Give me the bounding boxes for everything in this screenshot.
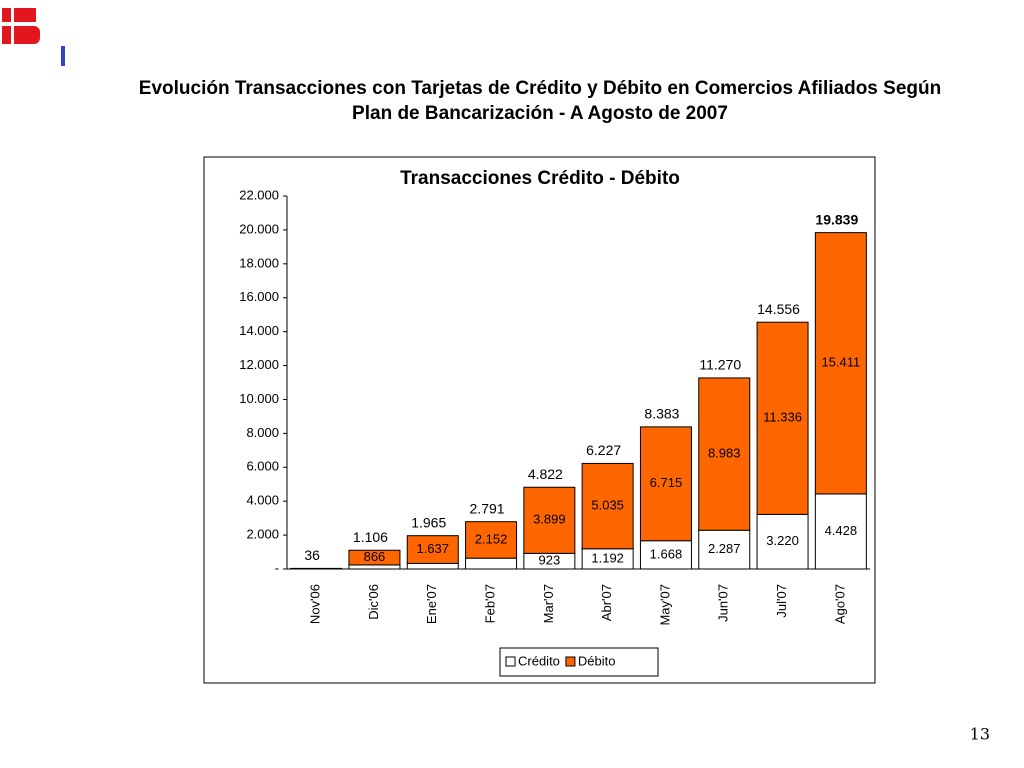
value-label: 866 (364, 549, 386, 564)
bar-segment (465, 557, 518, 570)
total-label: 19.839 (815, 211, 858, 227)
total-label: 1.965 (411, 514, 446, 530)
x-tick-label: Jun'07 (716, 584, 731, 622)
bar-segment (698, 377, 751, 531)
bar-segment (639, 426, 692, 542)
legend-swatch (565, 656, 576, 667)
x-tick-label: May'07 (657, 584, 672, 626)
value-label: 1.668 (650, 546, 683, 561)
slide-title: Plan de Bancarización - A Agosto de 2007 (352, 103, 728, 124)
x-tick-label: Ago'07 (832, 584, 847, 624)
value-label: 15.411 (821, 355, 860, 370)
bar-segment (348, 564, 401, 570)
value-label: 3.899 (533, 512, 566, 527)
bar-segment (698, 529, 751, 570)
value-label: 3.220 (766, 533, 799, 548)
bar-segment (581, 462, 634, 550)
y-tick-label: 2.000 (246, 527, 279, 542)
y-tick-label: 20.000 (239, 221, 279, 236)
total-label: 11.270 (699, 357, 741, 373)
chart-title: Transacciones Crédito - Débito (400, 168, 680, 189)
x-tick-label: Dic'06 (366, 584, 381, 620)
total-label: 1.106 (353, 529, 388, 545)
y-tick-label: 8.000 (246, 425, 279, 440)
total-label: 6.227 (586, 442, 621, 458)
slide-title: Evolución Transacciones con Tarjetas de … (139, 78, 941, 99)
bar-segment (814, 232, 867, 495)
total-label: 2.791 (470, 500, 505, 516)
bar-segment (814, 493, 867, 570)
value-label: 11.336 (763, 410, 802, 425)
x-tick-label: Ene'07 (424, 584, 439, 624)
bar-segment (406, 562, 459, 570)
y-tick-label: 16.000 (239, 289, 279, 304)
value-label: 1.192 (591, 550, 624, 565)
y-tick-label: 10.000 (239, 391, 279, 406)
y-tick-label: 6.000 (246, 459, 279, 474)
x-tick-label: Nov'06 (308, 584, 323, 624)
y-tick-label: 14.000 (239, 323, 279, 338)
bar-segment (465, 521, 518, 559)
value-label: 4.428 (825, 523, 858, 538)
y-tick-label: - (275, 560, 279, 575)
bar-segment (406, 535, 459, 564)
x-tick-label: Mar'07 (541, 584, 556, 623)
bar-segment (756, 321, 809, 515)
logo (2, 8, 40, 44)
total-label: 14.556 (757, 301, 800, 317)
value-label: 2.287 (708, 541, 741, 556)
bar-segment (290, 567, 343, 570)
bar-segment (756, 513, 809, 570)
total-label: 4.822 (528, 466, 563, 482)
x-tick-label: Abr'07 (599, 584, 614, 621)
y-tick-label: 12.000 (239, 357, 279, 372)
page-number: 13 (970, 725, 990, 744)
bar-segment (348, 549, 401, 566)
y-tick-label: 22.000 (239, 187, 279, 202)
legend-swatch (505, 656, 516, 667)
value-label: 1.637 (416, 541, 449, 556)
y-tick-label: 4.000 (246, 493, 279, 508)
value-label: 6.715 (650, 475, 683, 490)
total-label: 36 (304, 547, 320, 563)
value-label: 2.152 (475, 531, 508, 546)
legend-label: Débito (578, 653, 616, 668)
legend (499, 647, 659, 677)
total-label: 8.383 (644, 406, 679, 422)
x-tick-label: Feb'07 (482, 584, 497, 623)
value-label: 923 (538, 553, 560, 568)
value-label: 5.035 (591, 498, 624, 513)
value-label: 8.983 (708, 446, 741, 461)
bar-segment (523, 486, 576, 554)
x-tick-label: Jul'07 (774, 584, 789, 618)
accent-bar (61, 46, 65, 66)
legend-label: Crédito (518, 653, 560, 668)
y-tick-label: 18.000 (239, 255, 279, 270)
